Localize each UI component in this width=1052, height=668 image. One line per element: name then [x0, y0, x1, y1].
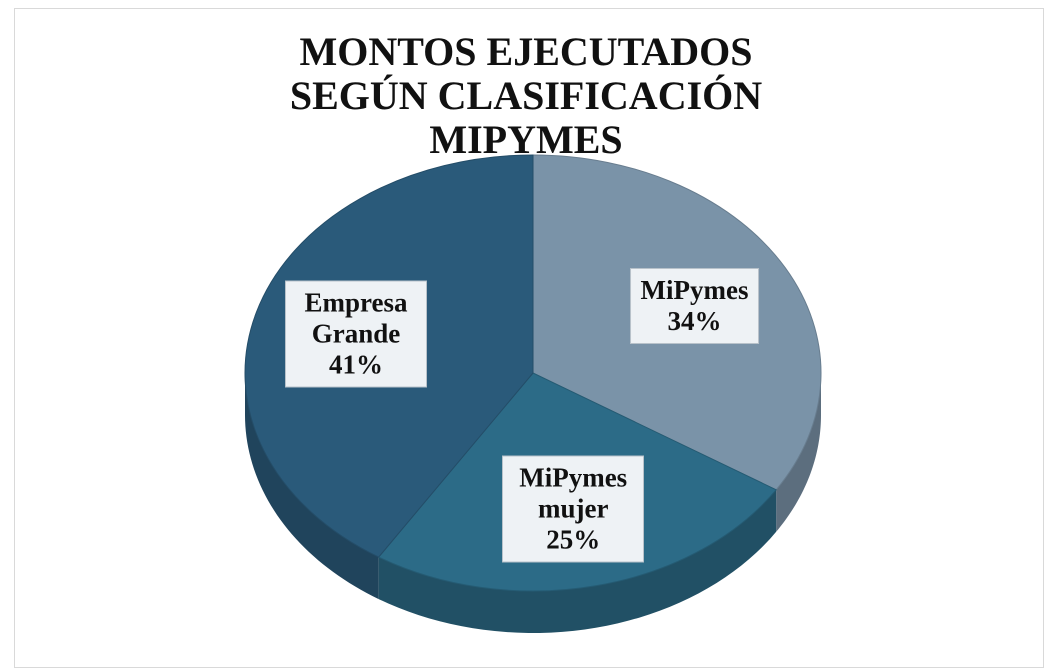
category-label: MiPymes mujer [519, 462, 628, 524]
category-label: MiPymes [640, 274, 749, 305]
value-label: 34% [667, 305, 722, 336]
value-label: 41% [328, 349, 383, 380]
value-label: 25% [546, 524, 601, 555]
chart-title: MONTOS EJECUTADOS SEGÚN CLASIFICACIÓN MI… [289, 29, 763, 162]
data-label: MiPymes mujer 25% [502, 455, 645, 563]
slice-side [245, 373, 379, 600]
data-label: MiPymes 34% [629, 267, 760, 344]
category-label: Empresa Grande [304, 287, 408, 349]
slice-side [378, 489, 777, 633]
data-label: Empresa Grande 41% [284, 280, 427, 388]
slice-side [776, 373, 821, 532]
